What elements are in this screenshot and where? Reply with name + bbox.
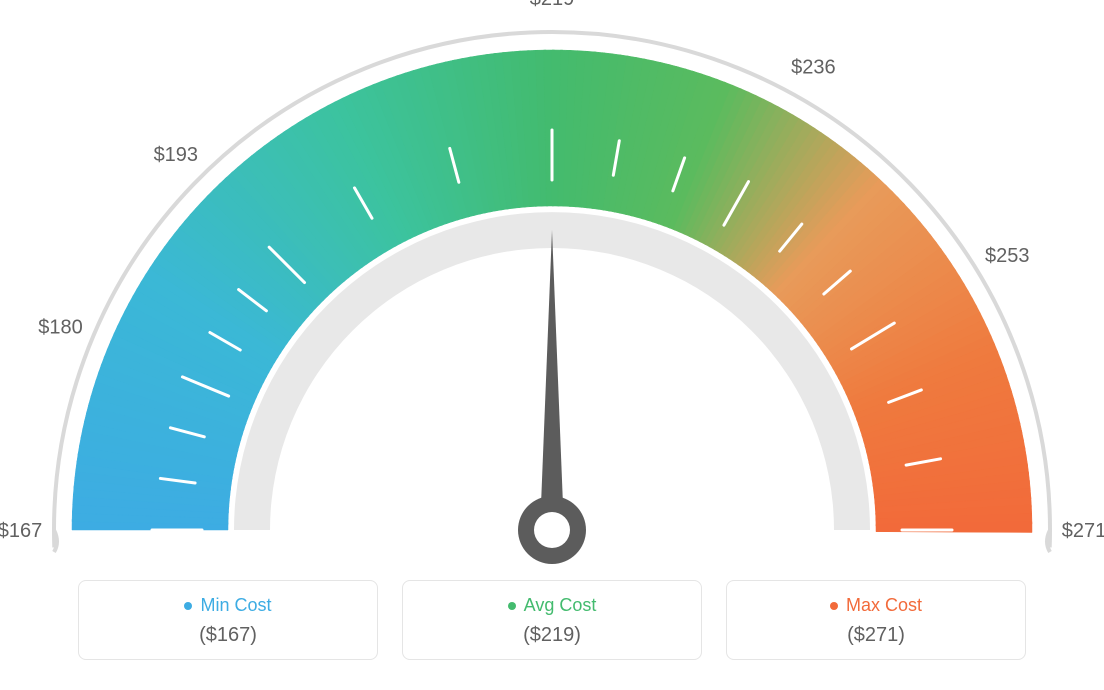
legend-dot-min (184, 602, 192, 610)
legend-card-min: Min Cost ($167) (78, 580, 378, 660)
legend-dot-avg (508, 602, 516, 610)
legend-title-min: Min Cost (200, 595, 271, 616)
svg-text:$219: $219 (530, 0, 575, 10)
cost-gauge-infographic: $167 $180 $193 $219 $236 $253 $271 Min Cost ($… (0, 0, 1104, 690)
svg-text:$180: $180 (38, 316, 83, 338)
legend-card-avg: Avg Cost ($219) (402, 580, 702, 660)
legend-title-avg: Avg Cost (524, 595, 597, 616)
svg-text:$253: $253 (985, 245, 1030, 267)
svg-text:$193: $193 (154, 144, 199, 166)
legend-value-min: ($167) (89, 624, 367, 647)
legend-value-max: ($271) (737, 624, 1015, 647)
legend-row: Min Cost ($167) Avg Cost ($219) Max Cost… (0, 580, 1104, 660)
legend-title-max: Max Cost (846, 595, 922, 616)
legend-card-max: Max Cost ($271) (726, 580, 1026, 660)
gauge-chart: $167 $180 $193 $219 $236 $253 $271 (0, 0, 1104, 560)
gauge-svg: $167 $180 $193 $219 $236 $253 $271 (0, 0, 1104, 580)
legend-dot-max (830, 602, 838, 610)
svg-text:$236: $236 (791, 57, 836, 79)
legend-value-avg: ($219) (413, 624, 691, 647)
svg-text:$271: $271 (1062, 520, 1104, 542)
svg-text:$167: $167 (0, 520, 42, 542)
